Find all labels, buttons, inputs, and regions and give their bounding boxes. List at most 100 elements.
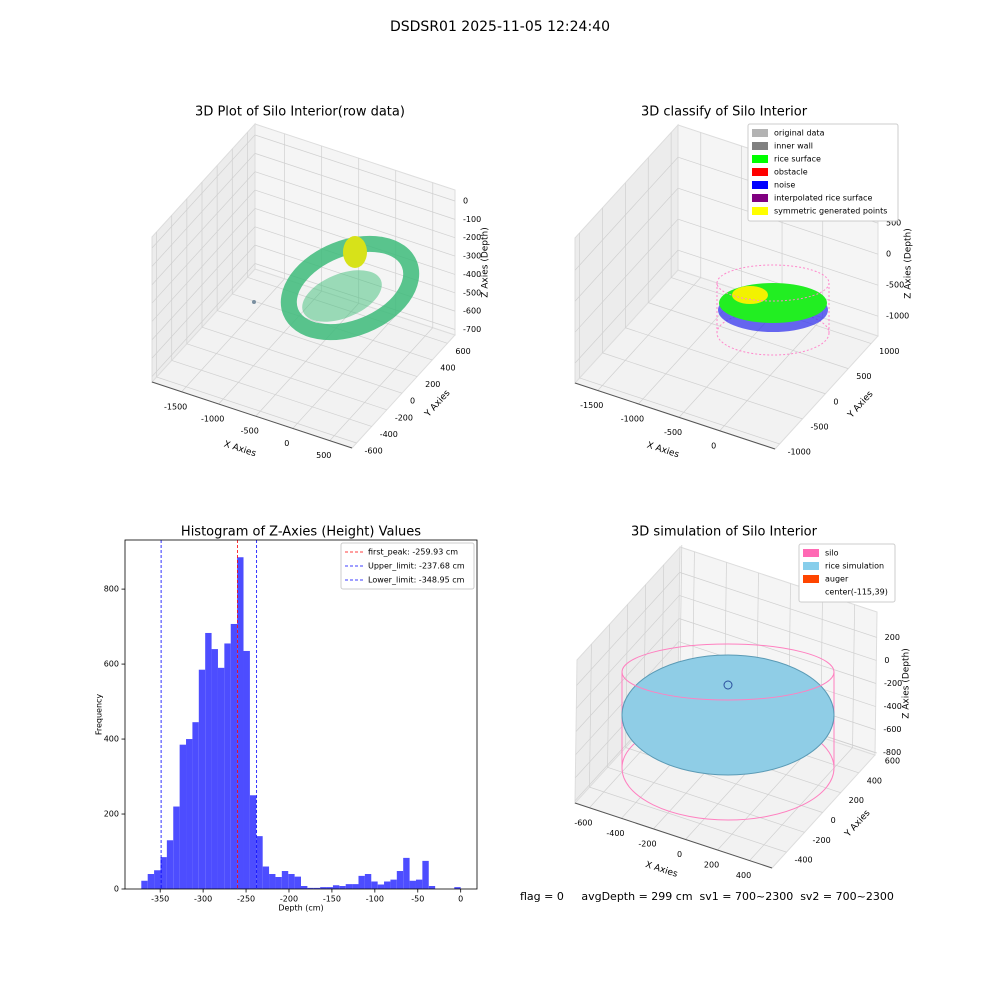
legend-label: Lower_limit: -348.95 cm xyxy=(368,576,465,585)
y-tick-label: 200 xyxy=(104,810,119,819)
z-tick-label: -600 xyxy=(463,307,481,316)
x-tick-label: 0 xyxy=(284,439,289,448)
y-tick-label: 500 xyxy=(856,372,871,381)
x-tick-label: -150 xyxy=(323,895,341,904)
bar xyxy=(160,857,167,889)
z-tick-label: -500 xyxy=(886,281,904,290)
bar xyxy=(352,884,359,889)
z-tick-label: 0 xyxy=(886,250,891,259)
bar xyxy=(249,795,257,889)
y-tick-label: -600 xyxy=(365,447,383,456)
bar xyxy=(224,643,231,889)
x-axis-line xyxy=(574,382,776,450)
x-tick-label: -1000 xyxy=(201,415,224,424)
grid-line xyxy=(181,278,285,393)
z-tick-label: -200 xyxy=(463,233,481,242)
bar xyxy=(147,874,155,889)
legend-swatch xyxy=(752,142,768,150)
y-tick-label: 600 xyxy=(885,757,900,766)
grid-line xyxy=(579,377,780,445)
z-tick-label: 0 xyxy=(884,656,889,665)
grid-line xyxy=(607,766,805,833)
y-tick-label: 200 xyxy=(425,380,440,389)
z-tick-label: -100 xyxy=(463,215,481,224)
x-tick-label: -50 xyxy=(411,895,424,904)
x-axis-line xyxy=(574,802,773,869)
legend-swatch xyxy=(752,181,768,189)
bar xyxy=(198,669,206,889)
bar xyxy=(288,874,295,889)
grid-line xyxy=(576,595,680,709)
grid-line xyxy=(151,263,256,377)
x-axis-line xyxy=(151,381,353,449)
bar xyxy=(313,887,321,889)
point-cloud xyxy=(252,300,256,304)
legend-label: original data xyxy=(774,129,825,138)
bar xyxy=(217,667,225,889)
bar xyxy=(275,877,282,889)
z-axis-label: Z Axies (Depth) xyxy=(481,227,491,298)
y-tick-label: 0 xyxy=(114,885,119,894)
grid-line xyxy=(151,208,256,322)
legend-label: auger xyxy=(825,575,849,584)
y-tick-label: 200 xyxy=(849,796,864,805)
z-tick-label: -400 xyxy=(463,270,481,279)
x-tick-label: -1500 xyxy=(580,401,603,410)
grid-line xyxy=(597,277,702,391)
bar xyxy=(358,875,365,889)
grid-line xyxy=(254,153,456,220)
point-cloud xyxy=(621,643,835,701)
z-axis-label: Z Axies (Depth) xyxy=(904,228,914,299)
x-tick-label: -100 xyxy=(366,895,384,904)
x-tick-label: -200 xyxy=(280,895,298,904)
bar xyxy=(409,880,416,889)
point-cloud xyxy=(343,236,367,268)
grid-line xyxy=(719,317,823,431)
legend-swatch xyxy=(803,575,819,583)
x-tick-label: 400 xyxy=(736,871,751,880)
x-tick-label: 500 xyxy=(316,451,331,460)
grid-line xyxy=(254,171,456,239)
bar xyxy=(339,886,346,889)
grid-line xyxy=(648,302,849,369)
x-tick-label: -200 xyxy=(638,839,656,848)
grid-line xyxy=(589,786,787,853)
bar xyxy=(205,632,212,889)
z-tick-label: -300 xyxy=(463,252,481,261)
grid-line xyxy=(254,189,456,257)
y-tick-label: -1000 xyxy=(788,447,811,456)
grid-line xyxy=(575,618,680,732)
bar xyxy=(211,649,218,889)
z-tick-label: -500 xyxy=(463,288,481,297)
bar xyxy=(454,887,461,889)
grid-line xyxy=(201,326,403,394)
y-tick-label: -200 xyxy=(813,836,831,845)
legend-swatch xyxy=(803,549,819,557)
y-tick-label: -200 xyxy=(395,413,413,422)
bar xyxy=(403,857,410,889)
z-tick-label: 200 xyxy=(885,633,900,642)
grid-line xyxy=(749,747,853,861)
grid-line xyxy=(679,595,877,661)
x-tick-label: -500 xyxy=(241,427,259,436)
grid-line xyxy=(156,376,357,444)
point-cloud xyxy=(723,680,733,690)
bar xyxy=(243,650,250,889)
legend-swatch xyxy=(752,155,768,163)
bar xyxy=(154,870,161,889)
y-axis-label: Frequency xyxy=(95,694,104,736)
legend-label: rice simulation xyxy=(825,562,884,571)
legend-box xyxy=(340,542,475,590)
bar xyxy=(371,881,378,889)
legend-box xyxy=(798,543,896,603)
grid-line xyxy=(574,156,679,271)
chart-title: 3D simulation of Silo Interior xyxy=(631,525,818,540)
bar xyxy=(422,860,429,889)
legend-label: rice surface xyxy=(774,155,821,164)
bar xyxy=(281,871,289,889)
grid-line xyxy=(574,218,679,333)
bar xyxy=(396,871,404,889)
y-tick-label: 400 xyxy=(867,776,882,785)
legend-label: obstacle xyxy=(774,168,808,177)
grid-line xyxy=(151,134,256,249)
